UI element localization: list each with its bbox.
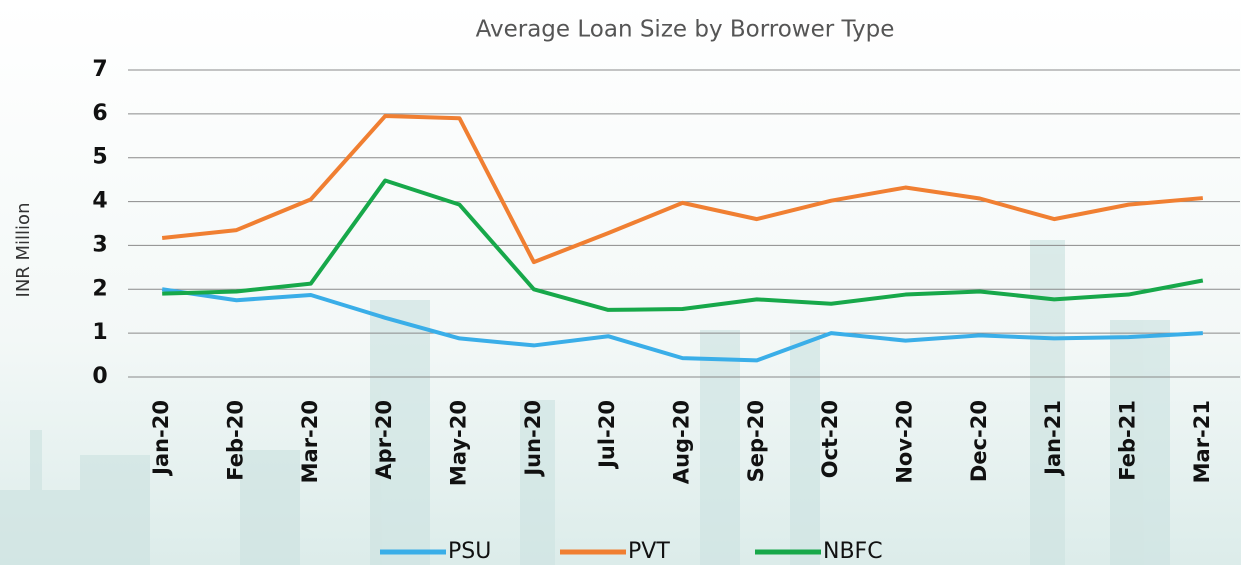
chart-title: Average Loan Size by Borrower Type	[476, 17, 895, 43]
y-tick-label: 5	[92, 145, 107, 170]
x-tick-label: Jan-21	[1041, 400, 1065, 477]
x-tick-label: Sep-20	[744, 400, 768, 482]
x-tick-label: Feb-20	[224, 400, 248, 481]
y-tick-label: 3	[92, 232, 107, 257]
x-tick-label: Aug-20	[670, 400, 694, 484]
y-tick-label: 7	[92, 57, 107, 82]
x-tick-label: Mar-21	[1190, 400, 1214, 483]
x-tick-label: Mar-20	[298, 400, 322, 483]
x-tick-label: May-20	[447, 400, 471, 486]
line-series	[161, 287, 1203, 363]
x-tick-label: Nov-20	[893, 400, 917, 484]
y-tick-label: 0	[92, 364, 107, 389]
x-tick-label: Jun-20	[521, 400, 545, 478]
skyline	[0, 240, 1170, 565]
x-tick-label: Jan-20	[149, 400, 173, 477]
legend: PSU PVT NBFC	[380, 539, 883, 564]
y-axis-label: INR Million	[13, 203, 34, 298]
line-series	[162, 178, 1204, 312]
x-tick-label: Oct-20	[818, 400, 842, 478]
y-tick-label: 6	[92, 101, 107, 126]
y-tick-label: 2	[92, 276, 107, 301]
x-tick-label: Apr-20	[372, 400, 396, 480]
y-tick-label: 4	[92, 189, 107, 214]
legend-label: PSU	[448, 539, 491, 564]
line-series	[161, 114, 1204, 265]
legend-label: NBFC	[823, 539, 883, 564]
x-tick-label: Jul-20	[595, 400, 619, 470]
legend-label: PVT	[628, 539, 670, 564]
x-tick-label: Feb-21	[1116, 400, 1140, 481]
y-tick-label: 1	[92, 320, 107, 345]
x-tick-label: Dec-20	[967, 400, 991, 482]
